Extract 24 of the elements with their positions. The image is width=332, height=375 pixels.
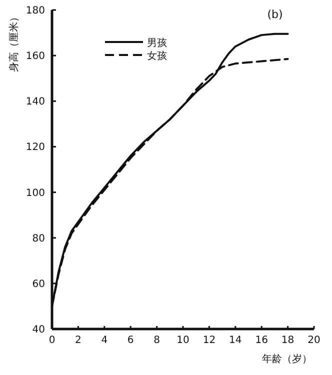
x-tick-label: 16 <box>255 335 268 346</box>
x-tick-label: 0 <box>48 335 56 346</box>
x-tick-label: 8 <box>154 335 160 346</box>
y-tick-label: 140 <box>26 96 45 108</box>
y-tick-label: 180 <box>26 6 45 16</box>
y-tick-label: 60 <box>32 278 45 290</box>
y-tick-label: 40 <box>32 324 45 336</box>
x-tick-label: 6 <box>127 335 134 346</box>
x-tick-label: 4 <box>101 335 108 346</box>
y-tick-label: 120 <box>26 142 45 154</box>
x-axis-title: 年龄（岁） <box>262 353 312 365</box>
annotation: (b) <box>267 8 283 21</box>
legend-label: 女孩 <box>147 50 167 62</box>
y-tick-label: 80 <box>32 233 45 244</box>
y-tick-label: 160 <box>26 51 45 62</box>
x-tick-label: 20 <box>308 335 320 346</box>
x-tick-label: 18 <box>281 335 294 346</box>
x-tick-label: 2 <box>75 335 82 346</box>
y-tick-label: 100 <box>26 188 45 199</box>
y-axis-title: 身高（厘米） <box>8 12 20 72</box>
legend-label: 男孩 <box>147 37 167 49</box>
x-tick-label: 14 <box>229 335 242 346</box>
x-tick-label: 12 <box>202 335 216 346</box>
x-tick-label: 10 <box>176 335 190 346</box>
